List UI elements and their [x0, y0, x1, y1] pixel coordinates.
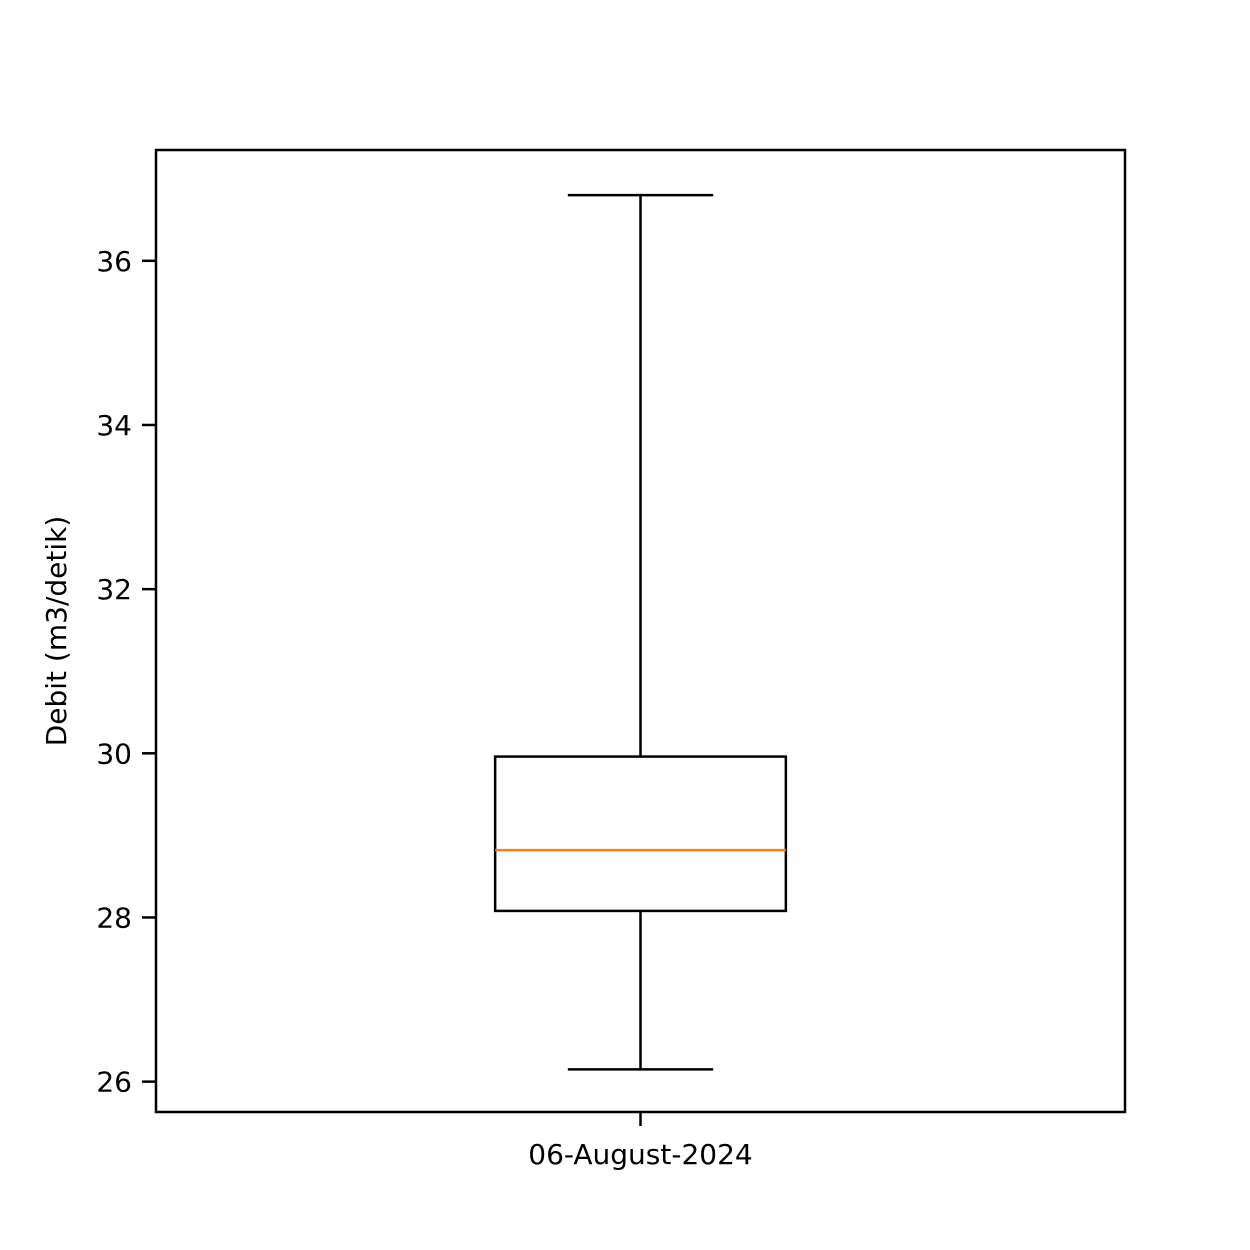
y-tick-label: 30	[96, 737, 132, 770]
y-tick-label: 36	[96, 245, 132, 278]
x-tick-label: 06-August-2024	[528, 1138, 752, 1171]
box-group	[493, 193, 788, 1071]
y-axis-label: Debit (m3/detik)	[40, 516, 73, 747]
y-tick-label: 26	[96, 1066, 132, 1099]
y-axis-ticks: 26 28 30 32 34 36	[96, 245, 156, 1099]
y-tick-label: 28	[96, 901, 132, 934]
x-axis-ticks: 06-August-2024	[528, 1112, 753, 1171]
interquartile-box	[493, 755, 788, 913]
y-tick-label: 32	[96, 573, 132, 606]
box-series	[493, 193, 788, 1071]
y-tick-label: 34	[96, 409, 132, 442]
plot-area-frame	[154, 148, 1127, 1114]
